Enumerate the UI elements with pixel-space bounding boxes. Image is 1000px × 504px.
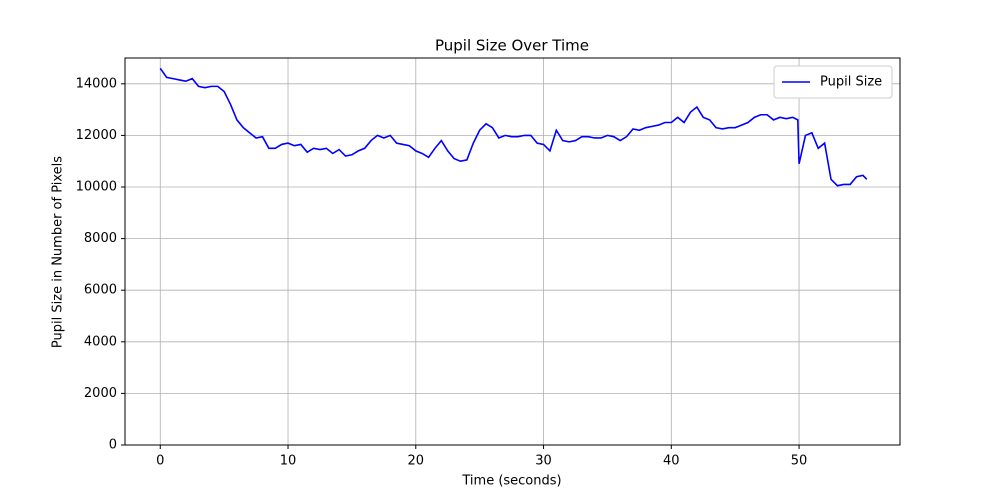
legend-label: Pupil Size [820,75,882,90]
plot-frame [124,57,901,446]
x-tick-label: 0 [156,454,164,469]
x-tick-label: 30 [535,454,552,469]
legend: Pupil Size [773,65,893,99]
x-tick-label: 50 [791,454,808,469]
y-tick-label: 12000 [76,128,117,143]
y-tick-label: 14000 [76,76,117,91]
chart-title: Pupil Size Over Time [435,37,589,55]
legend-box [773,65,893,99]
x-tick-label: 40 [663,454,680,469]
x-tick-label: 10 [280,454,297,469]
x-tick-label: 20 [408,454,425,469]
y-tick-label: 0 [109,438,117,453]
y-tick-label: 8000 [84,231,117,246]
x-axis-label: Time (seconds) [461,474,561,489]
y-tick-label: 2000 [84,386,117,401]
y-axis-label: Pupil Size in Number of Pixels [51,156,66,348]
y-tick-label: 4000 [84,334,117,349]
y-tick-label: 6000 [84,283,117,298]
data-line [159,67,868,187]
y-tick-label: 10000 [76,180,117,195]
